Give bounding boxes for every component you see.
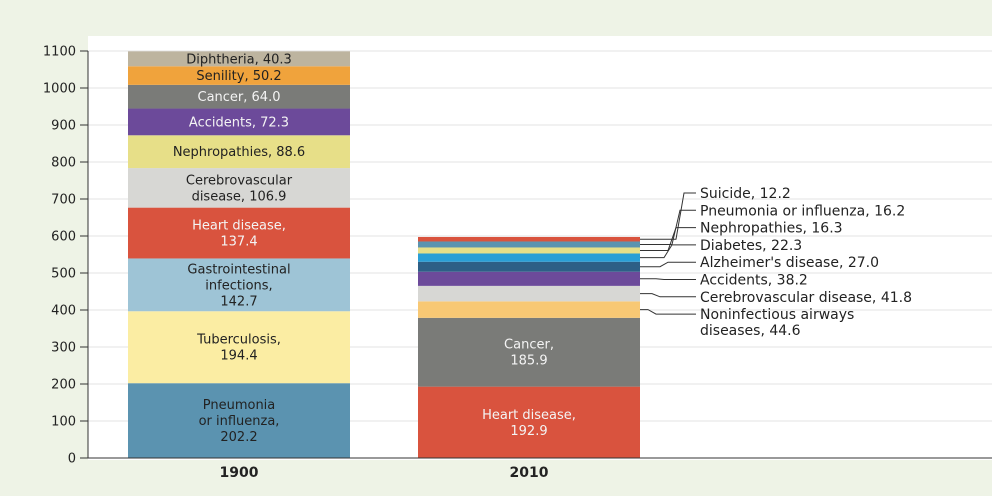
segment-label-line: disease, 106.9 (192, 189, 287, 204)
callout-leader-line (640, 278, 696, 280)
callout-label-line: Accidents, 38.2 (700, 273, 808, 289)
y-tick-label: 100 (51, 415, 76, 430)
bar-segment-1900-heart-disease (128, 207, 350, 259)
segment-label: Cerebrovascular disease, 106.9 (186, 173, 293, 204)
callout-label-line: Noninfectious airways (700, 307, 854, 323)
y-tick-label: 400 (51, 304, 76, 319)
callout-leader-line (640, 192, 696, 240)
callout-label: Pneumonia or influenza, 16.2 (700, 203, 905, 219)
callout-label-line: Cerebrovascular disease, 41.8 (700, 290, 912, 306)
segment-label-line: Accidents, 72.3 (189, 115, 289, 130)
segment-label: Tuberculosis, 194.4 (196, 333, 281, 364)
segment-label-line: infections, (205, 278, 272, 293)
bar-segment-2010-alzheimer-s-disease-27-0 (418, 261, 640, 272)
bar-segment-1900-cancer-64-0 (128, 84, 350, 109)
segment-label: Gastrointestinal infections, 142.7 (187, 262, 290, 309)
segment-label: Heart disease, 137.4 (192, 219, 286, 250)
x-tick-label: 1900 (220, 465, 259, 481)
callout-label: Noninfectious airways diseases, 44.6 (700, 307, 854, 339)
segment-label-line: Heart disease, (482, 408, 576, 423)
callout-label-line: Nephropathies, 16.3 (700, 221, 843, 237)
segment-label-line: 137.4 (220, 235, 257, 250)
segment-label-line: Diphtheria, 40.3 (186, 52, 292, 67)
y-tick-label: 1100 (43, 45, 76, 60)
callout-leader-line (640, 227, 696, 251)
bar-segment-2010-cerebrovascular-disease-41-8 (418, 285, 640, 302)
segment-label: Pneumonia or influenza, 202.2 (199, 398, 280, 445)
y-tick-label: 800 (51, 156, 76, 171)
callout-label: Nephropathies, 16.3 (700, 221, 843, 237)
bar-segment-2010-pneumonia-or-influenza-16-2 (418, 241, 640, 248)
callout-label-line: Diabetes, 22.3 (700, 238, 802, 254)
bar-segment-2010-noninfectious-airways (418, 301, 640, 318)
bar-segment-1900-senility-50-2 (128, 66, 350, 85)
callout-leader-line (640, 261, 696, 268)
segment-label-line: Pneumonia (203, 398, 276, 413)
callout-label-line: Pneumonia or influenza, 16.2 (700, 203, 905, 219)
bar-segment-2010-cancer (418, 317, 640, 387)
y-tick-label: 900 (51, 119, 76, 134)
bar-segment-1900-cerebrovascular (128, 168, 350, 208)
callout-leader-line (640, 244, 696, 259)
bar-segment-1900-gastrointestinal (128, 258, 350, 312)
bar-segment-1900-accidents-72-3 (128, 108, 350, 136)
callout-label: Suicide, 12.2 (700, 186, 791, 202)
bar-segment-1900-pneumonia (128, 383, 350, 458)
segment-label-line: Senility, 50.2 (196, 69, 281, 84)
segment-label-line: Cerebrovascular (186, 173, 293, 188)
callout-leader-line (640, 309, 696, 315)
segment-label: Nephropathies, 88.6 (173, 145, 305, 160)
callout-label: Cerebrovascular disease, 41.8 (700, 290, 912, 306)
bar-segment-2010-suicide-12-2 (418, 236, 640, 242)
y-axis: 0 100 200 300 400 500 600 700 800 900 1000 1100 (43, 45, 89, 467)
callout-label-line: diseases, 44.6 (700, 323, 801, 339)
bar-segment-1900-nephropathies-88-6 (128, 135, 350, 169)
segment-label-line: 185.9 (510, 354, 547, 369)
segment-label: Senility, 50.2 (196, 69, 281, 84)
segment-label-line: Nephropathies, 88.6 (173, 145, 305, 160)
segment-label: Accidents, 72.3 (189, 115, 289, 130)
segment-label-line: 142.7 (220, 294, 257, 309)
bars: Pneumonia or influenza, 202.2 Tuberculosis,… (128, 51, 640, 458)
y-tick-label: 300 (51, 341, 76, 356)
segment-label-line: Cancer, 64.0 (198, 90, 281, 105)
bar-segment-1900-tuberculosis (128, 311, 350, 384)
segment-label-line: 194.4 (220, 349, 257, 364)
segment-label-line: Tuberculosis, (196, 333, 281, 348)
callout-label: Diabetes, 22.3 (700, 238, 802, 254)
y-tick-label: 0 (68, 452, 76, 467)
y-tick-label: 1000 (43, 82, 76, 97)
bar-segment-2010-nephropathies-16-3 (418, 247, 640, 254)
segment-label: Heart disease, 192.9 (482, 408, 576, 439)
segment-label-line: 202.2 (220, 430, 257, 445)
segment-label-line: 192.9 (510, 424, 547, 439)
bar-segment-2010-diabetes-22-3 (418, 253, 640, 262)
callout-leader-line (640, 293, 696, 298)
x-tick-label: 2010 (510, 465, 549, 481)
bar-segment-2010-accidents-38-2 (418, 271, 640, 286)
bar-segment-2010-heart-disease (418, 386, 640, 458)
y-tick-label: 500 (51, 267, 76, 282)
callout-label-line: Suicide, 12.2 (700, 186, 791, 202)
callout-label: Alzheimer's disease, 27.0 (700, 255, 879, 271)
y-tick-label: 600 (51, 230, 76, 245)
x-axis: 1900 2010 (88, 457, 992, 481)
callout-label-line: Alzheimer's disease, 27.0 (700, 255, 879, 271)
segment-label-line: Cancer, (504, 338, 554, 353)
y-tick-label: 200 (51, 378, 76, 393)
segment-label-line: or influenza, (199, 414, 280, 429)
segment-label: Cancer, 185.9 (504, 338, 554, 369)
segment-label-line: Gastrointestinal (187, 262, 290, 277)
segment-label: Diphtheria, 40.3 (186, 52, 292, 67)
bar-segment-1900-diphtheria-40-3 (128, 51, 350, 67)
segment-label-line: Heart disease, (192, 219, 286, 234)
callout-label: Accidents, 38.2 (700, 273, 808, 289)
segment-label: Cancer, 64.0 (198, 90, 281, 105)
y-tick-label: 700 (51, 193, 76, 208)
